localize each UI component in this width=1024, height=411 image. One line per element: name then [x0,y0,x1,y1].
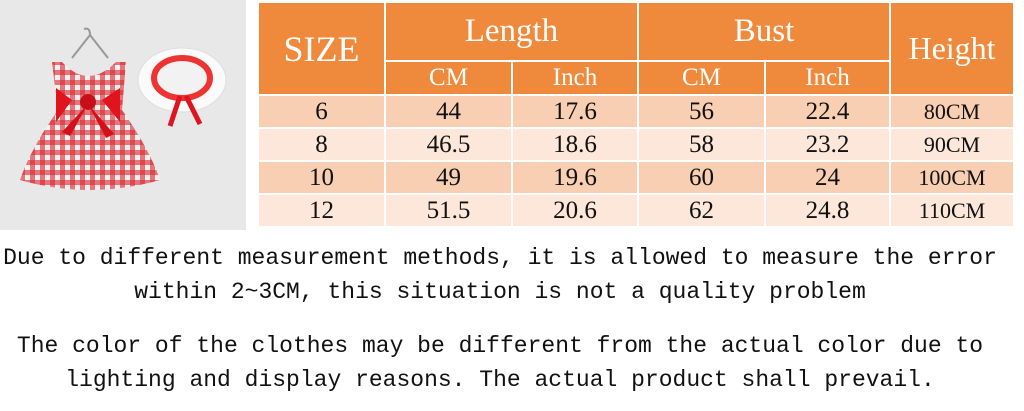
cell: 24 [764,160,891,195]
cell: 23.2 [764,127,891,162]
cell: 6 [257,94,386,129]
note: Due to different measurement methods, it… [0,241,1000,309]
cell: 90CM [889,127,1015,162]
size-header: SIZE [257,1,386,96]
cell: 10 [257,160,386,195]
bust-header: Bust [637,1,891,62]
cell: 62 [637,193,766,228]
height-header: Height [889,1,1015,96]
cell: 44 [384,94,513,129]
cell: 24.8 [764,193,891,228]
cell: 20.6 [511,193,639,228]
cell: 19.6 [511,160,639,195]
note-line: lighting and display reasons. The actual… [65,367,935,393]
size-row: 6 44 17.6 56 22.4 80CM [257,94,1015,129]
size-row: 8 46.5 18.6 58 23.2 90CM [257,127,1015,162]
cell: 58 [637,127,766,162]
cell: 100CM [889,160,1015,195]
cell: 8 [257,127,386,162]
cell: 80CM [889,94,1015,129]
note-line: within 2~3CM, this situation is not a qu… [134,279,866,305]
cell: 17.6 [511,94,639,129]
cell: 51.5 [384,193,513,228]
cell: 46.5 [384,127,513,162]
unit-header: Inch [764,60,891,96]
cell: 12 [257,193,386,228]
size-table: SIZE Length Bust Height CM Inch CM Inch … [257,1,1015,228]
unit-header: CM [384,60,513,96]
product-photo [0,0,246,230]
note-line: The color of the clothes may be differen… [16,333,984,359]
unit-header: CM [637,60,766,96]
cell: 110CM [889,193,1015,228]
cell: 60 [637,160,766,195]
length-header: Length [384,1,639,62]
cell: 18.6 [511,127,639,162]
unit-header: Inch [511,60,639,96]
cell: 49 [384,160,513,195]
note-line: Due to different measurement methods, it… [3,245,997,271]
cell: 56 [637,94,766,129]
size-row: 12 51.5 20.6 62 24.8 110CM [257,193,1015,228]
note: The color of the clothes may be differen… [0,329,1000,397]
cell: 22.4 [764,94,891,129]
size-row: 10 49 19.6 60 24 100CM [257,160,1015,195]
